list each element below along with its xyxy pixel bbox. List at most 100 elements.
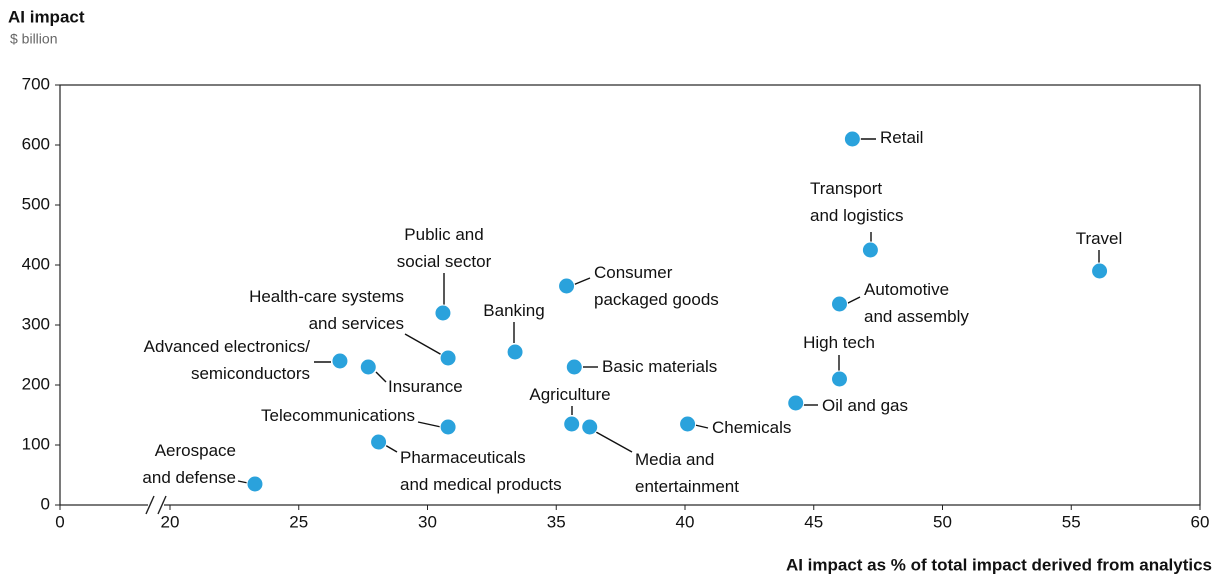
point-label: Chemicals: [712, 418, 791, 437]
point: [439, 418, 457, 436]
point-label-line: Telecommunications: [261, 406, 415, 425]
point-label: Automotive and assembly: [864, 280, 969, 326]
point-label: Agriculture: [529, 385, 610, 404]
axis-break: [145, 495, 155, 515]
point: [331, 352, 349, 370]
y-tick-label: 0: [41, 494, 50, 513]
point-label-line: Automotive: [864, 280, 949, 299]
point-label-line: Aerospace: [155, 441, 236, 460]
point: [861, 241, 879, 259]
point-label: Travel: [1076, 229, 1123, 248]
leader-line: [595, 431, 633, 453]
point-label-line: Agriculture: [529, 385, 610, 404]
point-label-line: entertainment: [635, 477, 739, 496]
point-label: Retail: [880, 128, 923, 147]
point-label: Oil and gas: [822, 396, 908, 415]
point-label-line: Media and: [635, 450, 714, 469]
point: [831, 295, 848, 313]
point-label: Aerospace and defense: [142, 441, 236, 487]
x-tick-label: 40: [676, 512, 695, 531]
point-label-line: packaged goods: [594, 290, 719, 309]
leader-line: [572, 277, 591, 286]
leader-line: [375, 371, 387, 383]
x-tick-label: 30: [418, 512, 437, 531]
point: [563, 415, 581, 433]
point-label: Public and social sector: [397, 225, 492, 271]
axis-break: [157, 495, 167, 515]
x-axis-title: AI impact as % of total impact derived f…: [786, 555, 1212, 574]
point-label-line: Insurance: [388, 377, 463, 396]
point-label-line: Public and: [404, 225, 483, 244]
point-label-line: Oil and gas: [822, 396, 908, 415]
leader-line: [694, 424, 709, 429]
point: [843, 130, 861, 148]
point: [359, 358, 377, 376]
point-label-line: and logistics: [810, 206, 904, 225]
leader-line: [237, 480, 249, 484]
point-label: Insurance: [388, 377, 463, 396]
x-tick-label: 0: [55, 512, 64, 531]
chart-subtitle: $ billion: [10, 31, 57, 47]
x-tick-label: 45: [804, 512, 823, 531]
y-tick-label: 600: [22, 134, 50, 153]
x-tick-label: 20: [161, 512, 180, 531]
y-tick-label: 700: [22, 74, 50, 93]
point-label-line: social sector: [397, 252, 492, 271]
leader-line: [417, 421, 442, 428]
point-label-line: Consumer: [594, 263, 673, 282]
point: [246, 475, 264, 493]
point-label-line: Health-care systems: [249, 287, 404, 306]
point-label-line: Advanced electronics/: [144, 337, 311, 356]
point-label-line: and medical products: [400, 475, 562, 494]
x-tick-label: 60: [1191, 512, 1210, 531]
point-label: Health-care systems and services: [249, 287, 404, 333]
point-label-line: Basic materials: [602, 357, 717, 376]
point-label-line: and assembly: [864, 307, 969, 326]
x-tick-label: 25: [289, 512, 308, 531]
x-tick-label: 55: [1062, 512, 1081, 531]
point-label: Consumer packaged goods: [594, 263, 719, 309]
point-label: Basic materials: [602, 357, 717, 376]
point-label-line: Travel: [1076, 229, 1123, 248]
point: [565, 358, 583, 376]
point: [831, 370, 848, 388]
point-label-line: Retail: [880, 128, 923, 147]
point-label-line: and defense: [142, 468, 236, 487]
point-label-line: and services: [309, 314, 404, 333]
point-label: Banking: [483, 301, 544, 320]
point: [1091, 262, 1109, 280]
y-tick-label: 500: [22, 194, 50, 213]
point: [370, 433, 388, 451]
point-label-line: Transport: [810, 179, 882, 198]
point: [679, 415, 697, 433]
x-tick-label: 35: [547, 512, 566, 531]
y-tick-label: 200: [22, 374, 50, 393]
point: [434, 304, 452, 322]
point-label: Pharmaceuticals and medical products: [400, 448, 562, 494]
point: [581, 418, 599, 436]
point: [558, 277, 576, 295]
point-label: Transport and logistics: [810, 179, 904, 225]
y-tick-label: 100: [22, 434, 50, 453]
y-tick-label: 300: [22, 314, 50, 333]
leader-line: [845, 296, 861, 305]
point-label-line: Pharmaceuticals: [400, 448, 526, 467]
plot-frame: [59, 84, 1201, 506]
point: [506, 343, 524, 361]
x-tick-label: 50: [933, 512, 952, 531]
point-label: Media and entertainment: [635, 450, 739, 496]
chart-title: AI impact: [8, 7, 85, 26]
leader-line: [404, 333, 443, 356]
y-tick-label: 400: [22, 254, 50, 273]
point-label: High tech: [803, 333, 875, 352]
point-label: Telecommunications: [261, 406, 415, 425]
point-label-line: Banking: [483, 301, 544, 320]
point: [787, 394, 805, 412]
point-label: Advanced electronics/semiconductors: [144, 337, 311, 383]
leader-line: [384, 444, 398, 453]
point: [439, 349, 457, 367]
point-label-line: Chemicals: [712, 418, 791, 437]
point-label-line: semiconductors: [191, 364, 310, 383]
point-label-line: High tech: [803, 333, 875, 352]
